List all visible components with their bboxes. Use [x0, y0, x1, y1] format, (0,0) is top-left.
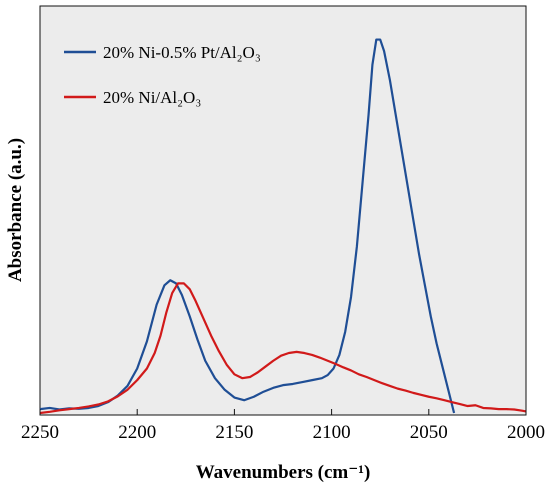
plot-area [39, 5, 527, 416]
series-line-2 [39, 282, 527, 415]
series-layer [39, 38, 527, 415]
legend-label-series-1: 20% Ni-0.5% Pt/Al₂O₃ [103, 43, 261, 62]
legend: 20% Ni-0.5% Pt/Al₂O₃ 20% Ni/Al₂O₃ [64, 43, 261, 107]
x-tick-label: 2200 [118, 422, 156, 443]
x-tick-label: 2250 [21, 422, 59, 443]
series-line-1 [39, 38, 456, 414]
x-tick-label: 2050 [410, 422, 448, 443]
x-tick-label: 2150 [215, 422, 253, 443]
x-axis-ticks: 2250 2200 2150 2100 2050 2000 [21, 409, 545, 443]
legend-label-series-2: 20% Ni/Al₂O₃ [103, 88, 201, 107]
x-axis-title: Wavenumbers (cm⁻¹) [196, 462, 371, 483]
x-tick-label: 2000 [507, 422, 545, 443]
x-tick-label: 2100 [313, 422, 351, 443]
y-axis-title: Absorbance (a.u.) [5, 138, 26, 282]
